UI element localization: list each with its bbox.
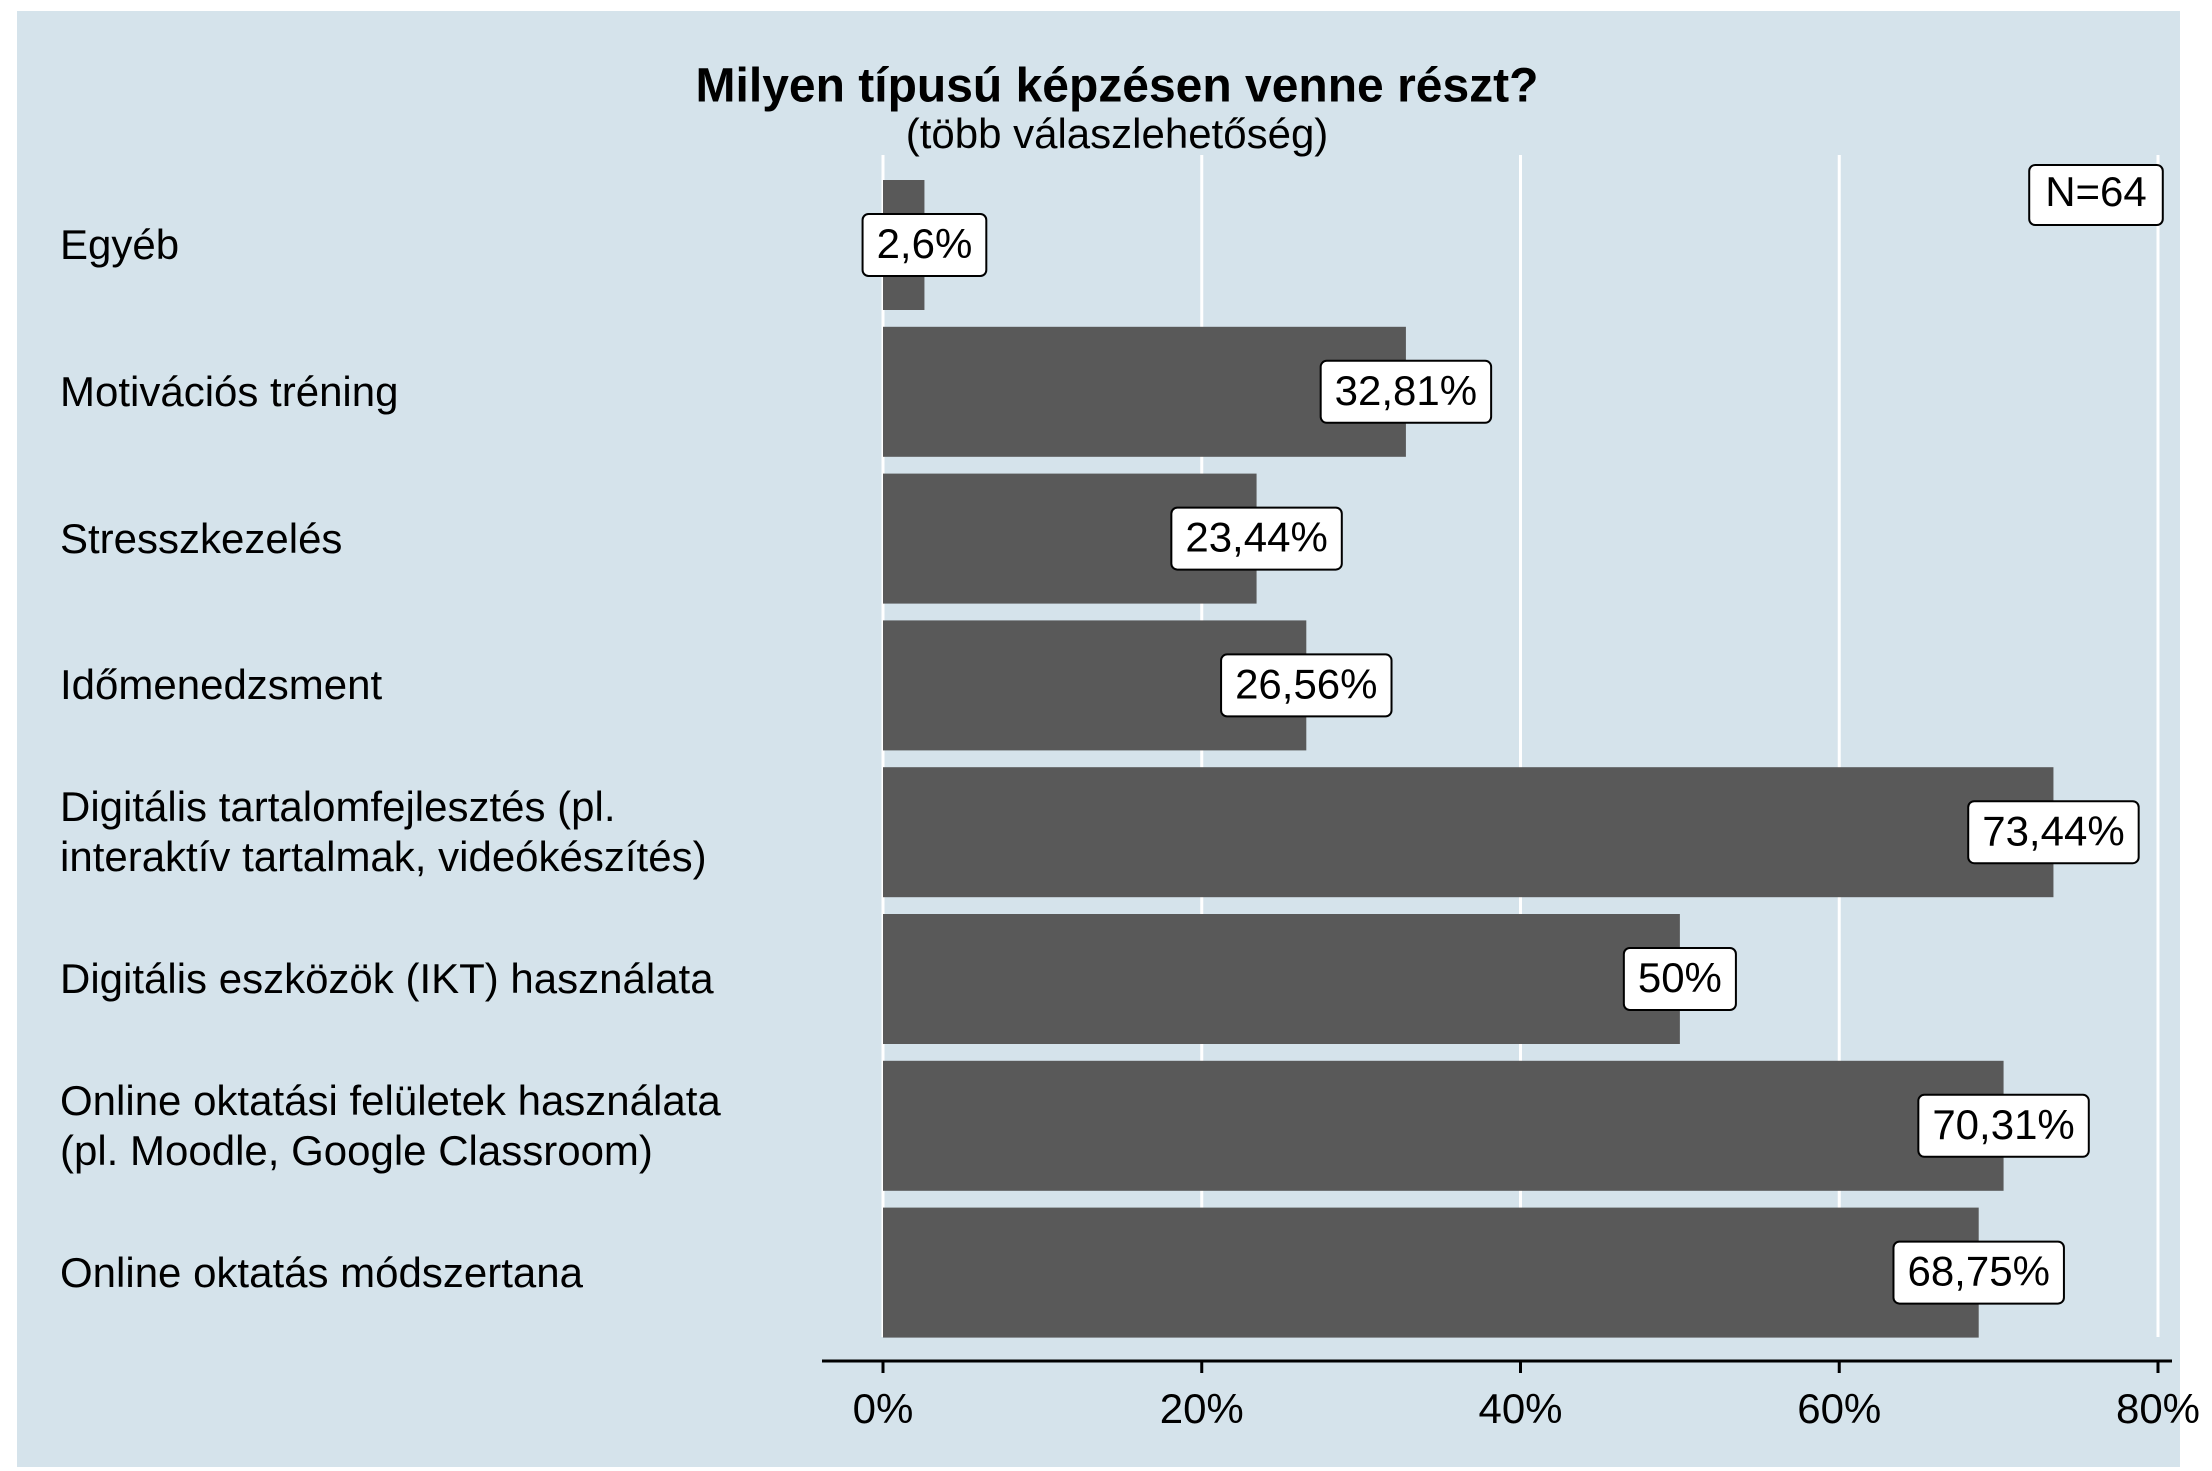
value-label: 50% [1638,954,1722,1001]
value-label: 23,44% [1185,514,1327,561]
x-tick-label: 0% [853,1385,914,1432]
category-label: Időmenedzsment [60,661,383,709]
value-label: 68,75% [1907,1248,2049,1295]
value-label-box [861,213,988,277]
annotation-box [2028,164,2164,226]
value-label-box [1220,653,1393,718]
category-label: Egyéb [60,221,180,268]
value-label-box [1622,947,1737,1011]
chart-subtitle: (több válaszlehetőség) [906,110,1329,157]
value-label: 70,31% [1932,1101,2074,1148]
value-label-box [1967,800,2140,865]
value-label-box [1319,359,1493,424]
bar [883,326,1406,457]
value-label-box [1917,1093,2090,1158]
x-tick-label: 20% [1160,1385,1244,1432]
value-label-box [1170,506,1343,571]
bar [883,1207,1979,1338]
value-label-box [1892,1240,2065,1305]
chart-title: Milyen típusú képzésen venne részt? [696,60,1539,113]
category-label: Digitális eszközök (IKT) használata [60,955,714,1002]
value-label: 73,44% [1982,807,2124,854]
category-label: Motivációs tréning [60,367,399,415]
value-label: 2,6% [877,220,973,267]
bar [883,767,2054,898]
x-tick-label: 80% [2116,1385,2200,1432]
bar [883,914,1680,1044]
value-label: 26,56% [1235,660,1377,707]
x-tick-label: 40% [1478,1385,1562,1432]
category-label: Stresszkezelés [60,514,343,562]
bar [883,1060,2004,1191]
category-label: Online oktatási felületek használata (pl… [60,1076,721,1174]
category-label: Digitális tartalomfejlesztés (pl. intera… [60,783,707,881]
value-label: 32,81% [1335,367,1477,414]
x-tick-label: 60% [1797,1385,1881,1432]
annotation: N=64 [2045,168,2147,215]
category-label: Online oktatás módszertana [60,1248,583,1296]
